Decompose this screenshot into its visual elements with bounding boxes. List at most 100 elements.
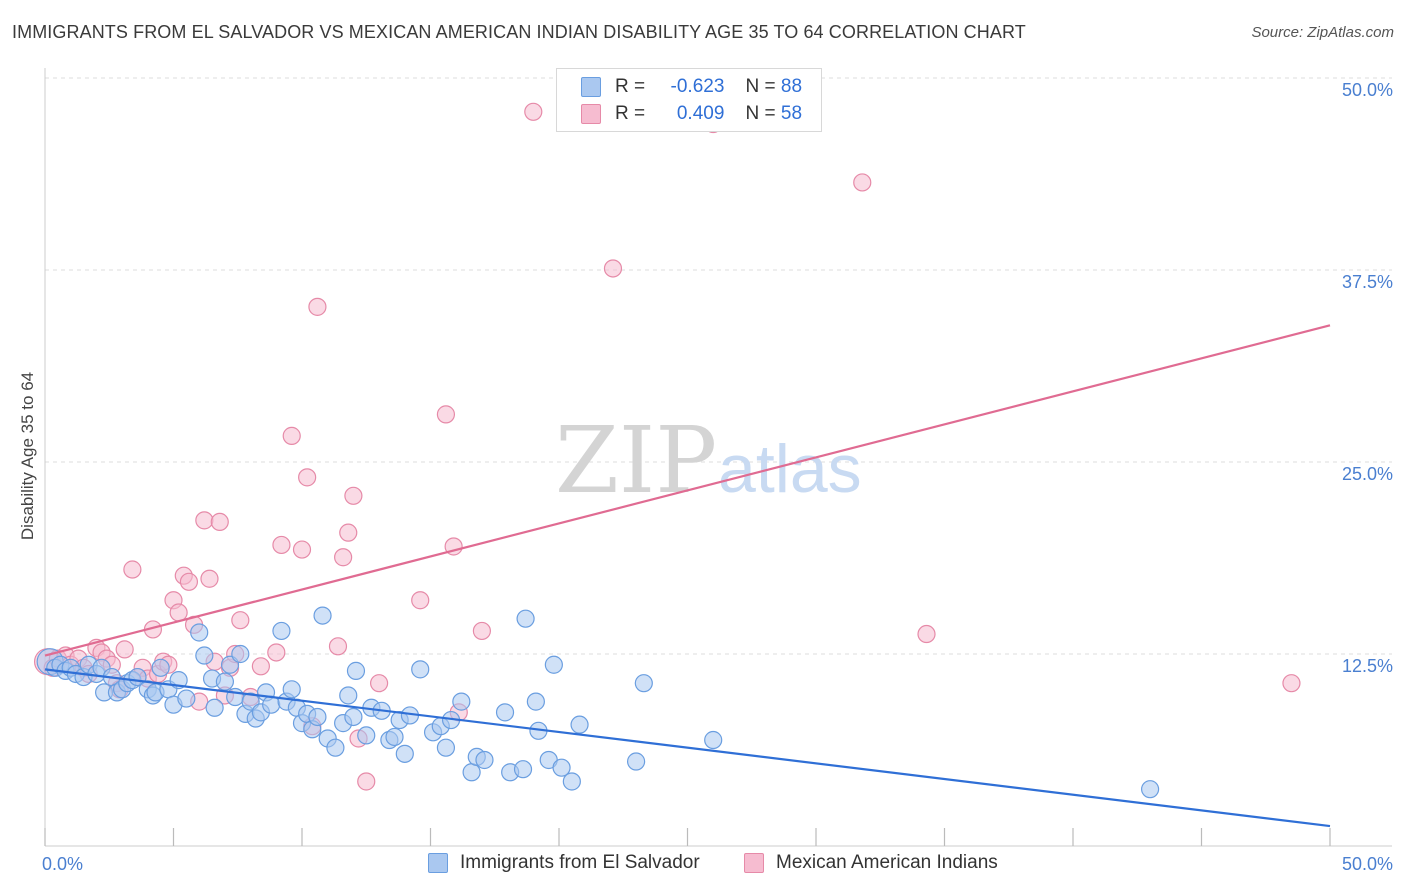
- data-point: [151, 658, 170, 677]
- data-point: [210, 512, 229, 532]
- legend-row-pink: R = 0.409 N = 58: [581, 102, 802, 126]
- data-point: [231, 611, 250, 630]
- data-point: [370, 674, 389, 693]
- data-point: [495, 703, 515, 722]
- data-point: [357, 726, 376, 745]
- legend-swatch-blue: [581, 77, 601, 97]
- data-point: [195, 646, 214, 665]
- data-point: [395, 744, 414, 763]
- data-point: [436, 738, 456, 757]
- data-point: [344, 707, 363, 727]
- data-point: [282, 680, 301, 699]
- data-point: [179, 572, 199, 591]
- y-tick-label: 12.5%: [1342, 656, 1393, 676]
- legend-n-value: 88: [780, 76, 803, 97]
- chart-title: IMMIGRANTS FROM EL SALVADOR VS MEXICAN A…: [12, 22, 1026, 42]
- axes: [44, 68, 1392, 847]
- data-point: [298, 468, 317, 487]
- data-point: [190, 623, 209, 642]
- data-point: [634, 674, 653, 693]
- legend-item-el-salvador: Immigrants from El Salvador: [428, 852, 700, 874]
- watermark-zip: ZIP: [555, 407, 717, 514]
- watermark-atlas: atlas: [718, 431, 862, 507]
- data-point: [344, 486, 363, 505]
- data-point: [115, 640, 134, 659]
- data-point: [215, 672, 234, 691]
- legend-label-el-salvador: Immigrants from El Salvador: [460, 852, 700, 873]
- data-point: [603, 259, 623, 278]
- legend-swatch-pink: [744, 853, 764, 873]
- data-point: [169, 603, 188, 622]
- y-tick-label: 37.5%: [1342, 272, 1393, 292]
- correlation-legend: R = -0.623 N = 88 R = 0.409 N = 58: [556, 68, 822, 132]
- data-point: [917, 624, 936, 644]
- data-point: [339, 686, 358, 705]
- grid-lines: [45, 77, 1392, 655]
- y-axis-title: Disability Age 35 to 64: [18, 372, 37, 540]
- data-point: [251, 657, 270, 676]
- legend-swatch-pink: [581, 104, 601, 124]
- legend-r-label: R =: [615, 76, 646, 97]
- data-point: [1140, 780, 1160, 799]
- data-point: [326, 738, 345, 757]
- data-point: [524, 102, 543, 121]
- data-point: [282, 426, 301, 445]
- y-tick-label: 50.0%: [1342, 80, 1393, 100]
- data-point: [411, 660, 430, 679]
- data-point: [1282, 674, 1301, 693]
- data-point: [200, 569, 219, 588]
- data-point: [853, 173, 872, 192]
- legend-n-label: N =: [745, 76, 776, 97]
- tick-labels: 12.5% 25.0% 37.5% 50.0% 0.0% 50.0%: [42, 80, 1393, 874]
- data-point: [308, 297, 327, 316]
- legend-n-value: 58: [780, 103, 803, 124]
- data-point: [462, 763, 481, 782]
- data-point: [562, 772, 581, 791]
- data-point: [205, 698, 224, 717]
- data-point: [452, 692, 471, 711]
- data-point: [231, 644, 250, 664]
- y-tick-label: 25.0%: [1342, 464, 1393, 484]
- data-point: [552, 758, 571, 777]
- legend-r-value: 0.409: [676, 103, 725, 124]
- data-point: [357, 772, 376, 791]
- data-point: [308, 707, 327, 727]
- trend-lines: [44, 324, 1331, 828]
- data-point: [570, 715, 589, 734]
- legend-r-value: -0.623: [670, 76, 725, 97]
- data-point: [313, 606, 332, 625]
- legend-swatch-blue: [428, 853, 448, 873]
- data-point: [472, 621, 491, 641]
- x-tick-label: 0.0%: [42, 854, 83, 874]
- data-point: [516, 609, 535, 628]
- data-point: [626, 752, 646, 771]
- legend-item-mexican-american-indians: Mexican American Indians: [744, 852, 998, 874]
- data-point: [704, 730, 723, 750]
- data-point: [328, 637, 348, 656]
- data-point: [272, 535, 291, 555]
- data-point: [292, 540, 312, 559]
- data-point: [346, 661, 366, 680]
- data-point: [272, 621, 291, 641]
- data-point: [334, 548, 353, 567]
- data-point: [526, 692, 545, 711]
- data-point: [436, 405, 456, 424]
- series-immigrants-el-salvador: [36, 606, 1160, 799]
- source-label: Source: ZipAtlas.com: [1251, 24, 1394, 41]
- watermark: ZIP atlas: [555, 407, 862, 514]
- data-point: [411, 591, 430, 610]
- data-point: [195, 511, 214, 530]
- data-point: [385, 727, 404, 747]
- data-point: [513, 760, 533, 779]
- legend-label-mexican-american-indians: Mexican American Indians: [776, 852, 998, 873]
- data-point: [177, 689, 196, 708]
- data-point: [339, 523, 358, 542]
- data-point: [475, 750, 494, 770]
- data-point: [123, 560, 142, 579]
- trend-line: [44, 324, 1331, 657]
- x-tick-label: 50.0%: [1342, 854, 1393, 874]
- series-legend: Immigrants from El Salvador Mexican Amer…: [0, 852, 1406, 878]
- legend-n-label: N =: [745, 103, 776, 124]
- data-point: [544, 655, 563, 674]
